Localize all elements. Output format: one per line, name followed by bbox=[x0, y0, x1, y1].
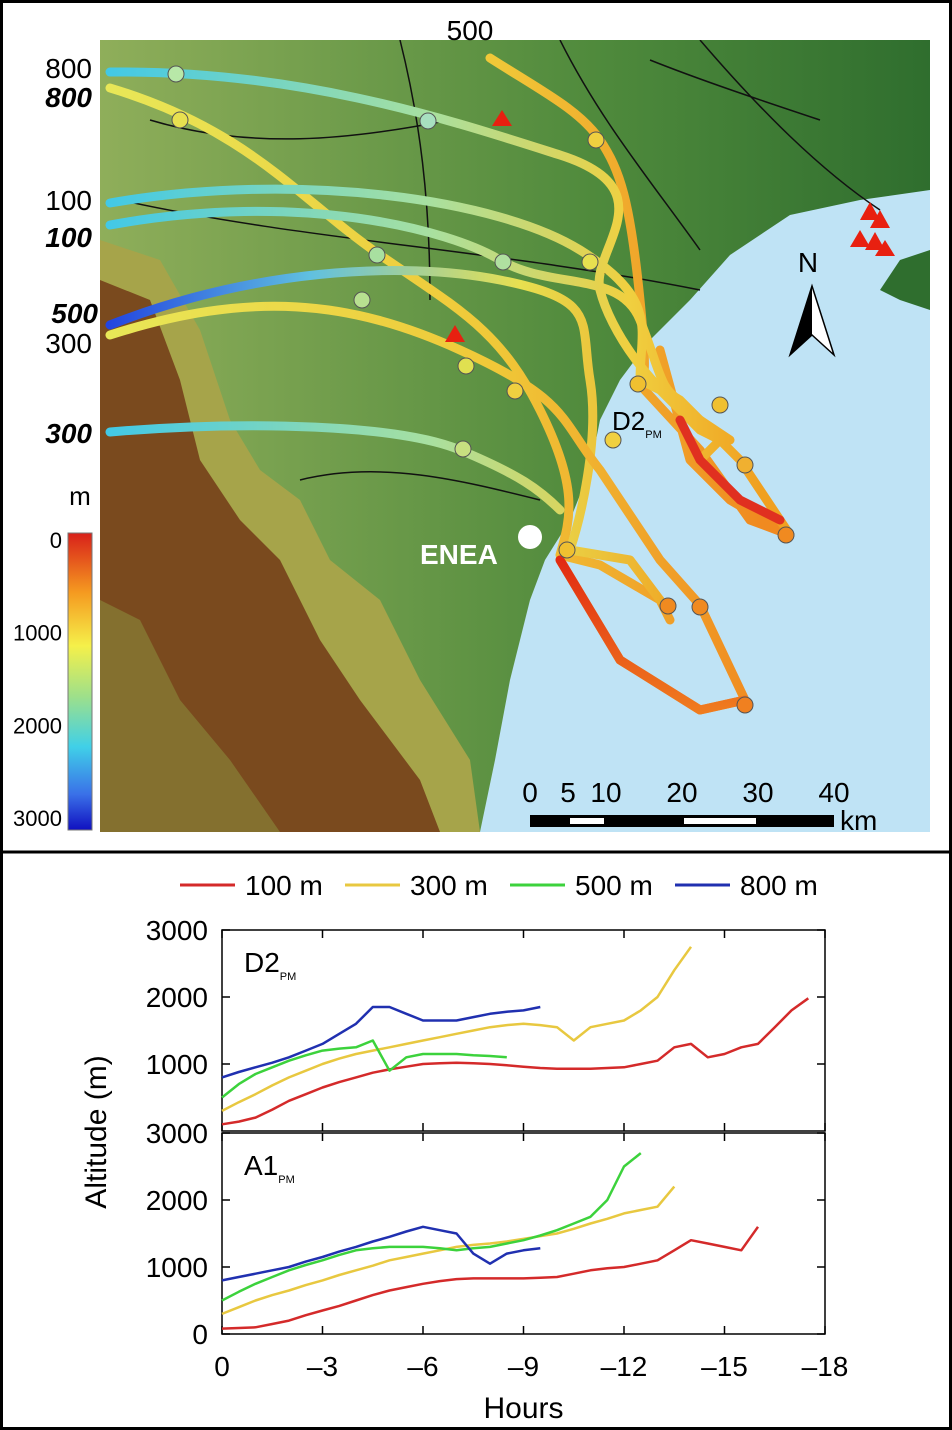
series-line bbox=[221, 1005, 541, 1079]
mountains bbox=[100, 280, 440, 832]
y-tick-label: 2000 bbox=[146, 982, 208, 1013]
trajectory-label: 800 bbox=[45, 82, 92, 113]
trajectory bbox=[105, 206, 795, 540]
trajectory bbox=[105, 301, 750, 715]
colorbar-unit: m bbox=[69, 481, 91, 511]
map bbox=[100, 40, 930, 832]
series-line bbox=[221, 1039, 507, 1099]
scale-bar-label: 5 bbox=[560, 777, 576, 808]
roads bbox=[119, 40, 881, 501]
y-tick-label: 1000 bbox=[146, 1049, 208, 1080]
series-line bbox=[221, 946, 693, 1113]
trajectory-id: D2PM bbox=[612, 406, 662, 441]
x-tick-label: –12 bbox=[601, 1351, 648, 1382]
trajectory-id-text: D2 bbox=[612, 406, 645, 436]
legend-label: 500 m bbox=[575, 870, 653, 901]
y-tick-label: 0 bbox=[192, 1319, 208, 1350]
y-axis-label: Altitude (m) bbox=[80, 1055, 113, 1208]
x-tick-label: –9 bbox=[508, 1351, 539, 1382]
north-label: N bbox=[798, 247, 818, 278]
panel-title: D2PM bbox=[244, 947, 296, 983]
island bbox=[880, 250, 930, 310]
trajectory bbox=[105, 67, 735, 445]
scale-bar-unit: km bbox=[840, 805, 877, 836]
trajectory-label: 500 bbox=[447, 15, 494, 46]
panel-title-text: D2 bbox=[244, 947, 280, 978]
scale-bar-label: 30 bbox=[742, 777, 773, 808]
legend-label: 300 m bbox=[410, 870, 488, 901]
trajectory bbox=[105, 184, 725, 465]
panel-title-subscript: PM bbox=[278, 1174, 295, 1186]
scale-bar-label: 40 bbox=[818, 777, 849, 808]
colorbar-tick-label: 2000 bbox=[13, 713, 62, 738]
x-tick-label: –18 bbox=[802, 1351, 849, 1382]
x-axis-label: Hours bbox=[483, 1392, 563, 1425]
enea-site bbox=[518, 525, 542, 549]
trajectory bbox=[105, 421, 565, 515]
trajectory-label: 500 bbox=[51, 298, 98, 329]
sites bbox=[445, 110, 895, 342]
panel-title: A1PM bbox=[244, 1150, 295, 1186]
colorbar-tick-label: 0 bbox=[50, 528, 62, 553]
series-line bbox=[221, 1225, 541, 1282]
trajectory-label: 800 bbox=[45, 53, 92, 84]
x-tick-label: 0 bbox=[214, 1351, 230, 1382]
y-tick-label: 2000 bbox=[146, 1185, 208, 1216]
scale-bar-segment bbox=[570, 818, 604, 824]
panel-title-text: A1 bbox=[244, 1150, 278, 1181]
valley bbox=[100, 600, 280, 832]
series-line bbox=[221, 997, 810, 1126]
x-tick-label: –3 bbox=[307, 1351, 338, 1382]
scale-bar-frame bbox=[530, 815, 834, 827]
legend-label: 100 m bbox=[245, 870, 323, 901]
colorbar-tick-label: 1000 bbox=[13, 621, 62, 646]
trajectory-label: 100 bbox=[45, 222, 92, 253]
colorbar-tick-label: 3000 bbox=[13, 806, 62, 831]
y-tick-label: 1000 bbox=[146, 1252, 208, 1283]
series-line bbox=[221, 1152, 642, 1302]
scale-bar-label: 10 bbox=[590, 777, 621, 808]
y-tick-label: 3000 bbox=[146, 915, 208, 946]
scale-bar-label: 20 bbox=[666, 777, 697, 808]
x-tick-label: –15 bbox=[701, 1351, 748, 1382]
trajectory-id-subscript: PM bbox=[645, 429, 662, 441]
legend-label: 800 m bbox=[740, 870, 818, 901]
sea bbox=[480, 190, 930, 832]
scale-bar-segment bbox=[684, 818, 756, 824]
hour-markers bbox=[167, 65, 795, 714]
x-tick-label: –6 bbox=[407, 1351, 438, 1382]
trajectory bbox=[555, 555, 750, 715]
site-label: ENEA bbox=[420, 539, 498, 570]
panel-title-subscript: PM bbox=[280, 971, 297, 983]
trajectory bbox=[675, 415, 785, 525]
trajectory-label: 300 bbox=[45, 328, 92, 359]
series-line bbox=[221, 1226, 760, 1330]
trajectory-label: 100 bbox=[45, 185, 92, 216]
scale-bar-label: 0 bbox=[522, 777, 538, 808]
trajectory bbox=[105, 83, 675, 625]
north-arrow-half bbox=[790, 286, 812, 355]
y-tick-label: 3000 bbox=[146, 1118, 208, 1149]
trajectory-label: 300 bbox=[45, 418, 92, 449]
colorbar bbox=[67, 532, 93, 831]
trajectory bbox=[105, 266, 665, 605]
